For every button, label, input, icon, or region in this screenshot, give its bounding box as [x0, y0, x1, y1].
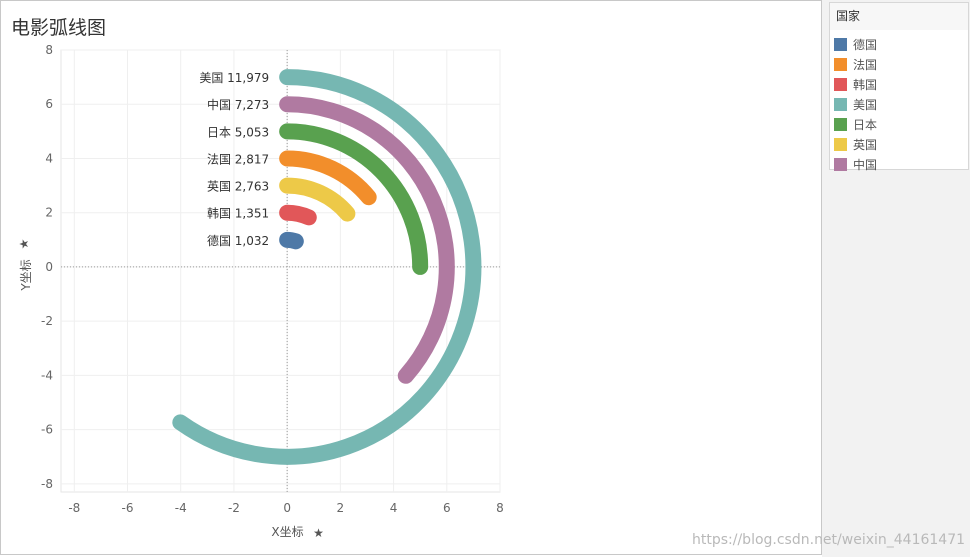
legend-title: 国家	[830, 3, 968, 30]
legend-item-label: 英国	[853, 137, 878, 152]
y-tick-label: 6	[45, 97, 53, 111]
arc-德国	[279, 231, 304, 250]
arc-chart: -8 -6 -4 -2 0 2 4 6 8 8 6 4 2 0 -2 -4 -6 -8 美国 11,979 中国 7…	[17, 43, 504, 540]
y-tick-label: 2	[45, 206, 53, 220]
legend-item-label: 日本	[853, 117, 878, 132]
legend-item-中国[interactable]: 中国	[834, 154, 877, 174]
legend-item-美国[interactable]: 美国	[834, 94, 877, 114]
legend-swatch	[834, 157, 847, 171]
x-tick-label: 6	[443, 501, 451, 515]
y-tick-label: -6	[41, 423, 53, 437]
y-axis-title: Y坐标	[19, 259, 33, 291]
arc-label-英国: 英国 2,763	[207, 180, 269, 194]
legend-swatch	[834, 137, 847, 151]
legend-item-label: 法国	[853, 57, 878, 72]
y-tick-label: -4	[41, 368, 53, 382]
legend-swatch	[834, 37, 847, 51]
arc-日本	[279, 123, 429, 275]
legend-item-韩国[interactable]: 韩国	[834, 74, 877, 94]
grid-layer	[60, 49, 501, 493]
label-layer: 美国 11,979 中国 7,273 日本 5,053 法国 2,817 英国 2,76…	[199, 71, 269, 248]
legend-item-label: 韩国	[853, 77, 878, 92]
legend-item-日本[interactable]: 日本	[834, 114, 877, 134]
y-tick-label: 4	[45, 151, 53, 165]
legend-item-label: 美国	[853, 97, 878, 112]
arc-韩国	[279, 204, 317, 226]
legend-swatch	[834, 57, 847, 71]
x-tick-label: 4	[390, 501, 398, 515]
legend-item-法国[interactable]: 法国	[834, 54, 877, 74]
axis-title-layer: X坐标 ★ Y坐标 ★	[17, 239, 324, 540]
pin-icon: ★	[17, 239, 31, 250]
legend-item-英国[interactable]: 英国	[834, 134, 877, 154]
arc-layer	[172, 69, 482, 465]
arc-label-日本: 日本 5,053	[207, 125, 269, 139]
legend-swatch	[834, 77, 847, 91]
x-tick-label: -8	[68, 501, 80, 515]
arc-label-美国: 美国 11,979	[199, 71, 269, 85]
tick-layer: -8 -6 -4 -2 0 2 4 6 8 8 6 4 2 0 -2 -4 -6 -8	[41, 43, 504, 515]
legend-swatch	[834, 97, 847, 111]
legend: 国家 德国法国韩国美国日本英国中国	[829, 2, 969, 172]
legend-swatch	[834, 117, 847, 131]
arc-中国	[279, 96, 455, 384]
legend-list: 德国法国韩国美国日本英国中国	[834, 34, 877, 174]
legend-item-label: 德国	[853, 37, 878, 52]
arc-法国	[279, 150, 377, 206]
arc-label-法国: 法国 2,817	[207, 152, 269, 166]
x-axis-title: X坐标	[271, 525, 303, 539]
y-tick-label: -8	[41, 477, 53, 491]
arc-label-中国: 中国 7,273	[207, 97, 269, 112]
plot-frame	[60, 49, 501, 493]
x-tick-label: 0	[283, 501, 291, 515]
legend-item-德国[interactable]: 德国	[834, 34, 877, 54]
arc-label-德国: 德国 1,032	[207, 233, 269, 248]
chart-title: 电影弧线图	[11, 17, 107, 39]
x-tick-label: 2	[337, 501, 345, 515]
y-tick-label: 8	[45, 43, 53, 57]
chart-sheet	[0, 0, 822, 555]
y-tick-label: -2	[41, 314, 53, 328]
x-tick-label: -6	[122, 501, 134, 515]
legend-item-label: 中国	[853, 157, 878, 172]
x-tick-label: -4	[175, 501, 187, 515]
arc-美国	[172, 69, 482, 465]
y-tick-label: 0	[45, 260, 53, 274]
x-tick-label: 8	[496, 501, 504, 515]
arc-英国	[279, 177, 356, 222]
arc-label-韩国: 韩国 1,351	[207, 206, 269, 221]
watermark: https://blog.csdn.net/weixin_44161471	[692, 532, 966, 548]
x-tick-label: -2	[228, 501, 240, 515]
pin-icon: ★	[313, 526, 324, 540]
